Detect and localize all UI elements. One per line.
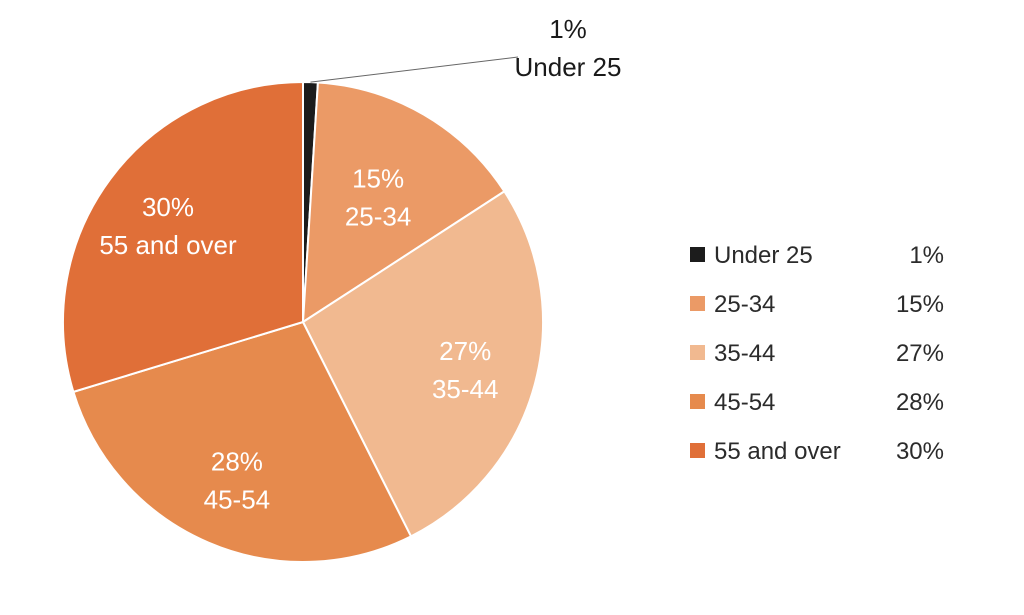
legend-label-55-and-over: 55 and over xyxy=(714,438,841,465)
pie-slices xyxy=(62,80,545,563)
pie-slice-25-34 xyxy=(302,81,506,323)
legend-value-under-25: 1% xyxy=(909,242,944,269)
pie-slice-45-54 xyxy=(72,321,412,563)
slice-category-label-35-44: 35-44 xyxy=(432,374,499,404)
slice-category-label-under-25: Under 25 xyxy=(515,52,622,82)
legend-swatch-45-54 xyxy=(690,394,705,409)
legend-value-35-44: 27% xyxy=(896,340,944,367)
slice-category-label-55-and-over: 55 and over xyxy=(99,230,237,260)
slice-category-label-25-34: 25-34 xyxy=(345,202,412,232)
slice-value-label-55-and-over: 30% xyxy=(142,192,194,222)
slice-value-label-35-44: 27% xyxy=(439,336,491,366)
slice-value-label-under-25: 1% xyxy=(549,14,587,44)
legend-label-45-54: 45-54 xyxy=(714,389,775,416)
leader-line-under-25 xyxy=(310,56,519,83)
slice-value-label-25-34: 15% xyxy=(352,164,404,194)
legend-value-55-and-over: 30% xyxy=(896,438,944,465)
legend-label-25-34: 25-34 xyxy=(714,291,775,318)
legend-label-under-25: Under 25 xyxy=(714,242,813,269)
legend-value-25-34: 15% xyxy=(896,291,944,318)
legend-label-35-44: 35-44 xyxy=(714,340,775,367)
slice-value-label-45-54: 28% xyxy=(211,447,263,477)
pie-slice-35-44 xyxy=(302,190,545,538)
legend-value-45-54: 28% xyxy=(896,389,944,416)
legend: Under 25 1% 25-34 15% 35-44 27% 45-54 28% 55 and… xyxy=(690,242,944,465)
pie-labels: 1% Under 25 15% 25-34 27% 35-44 28% 45-54 30% 55 … xyxy=(99,14,621,515)
legend-swatch-55-and-over xyxy=(690,443,705,458)
pie-slice-55-and-over xyxy=(62,81,304,393)
legend-swatch-35-44 xyxy=(690,345,705,360)
slice-category-label-45-54: 45-54 xyxy=(204,485,271,515)
legend-swatch-under-25 xyxy=(690,247,705,262)
legend-swatch-25-34 xyxy=(690,296,705,311)
